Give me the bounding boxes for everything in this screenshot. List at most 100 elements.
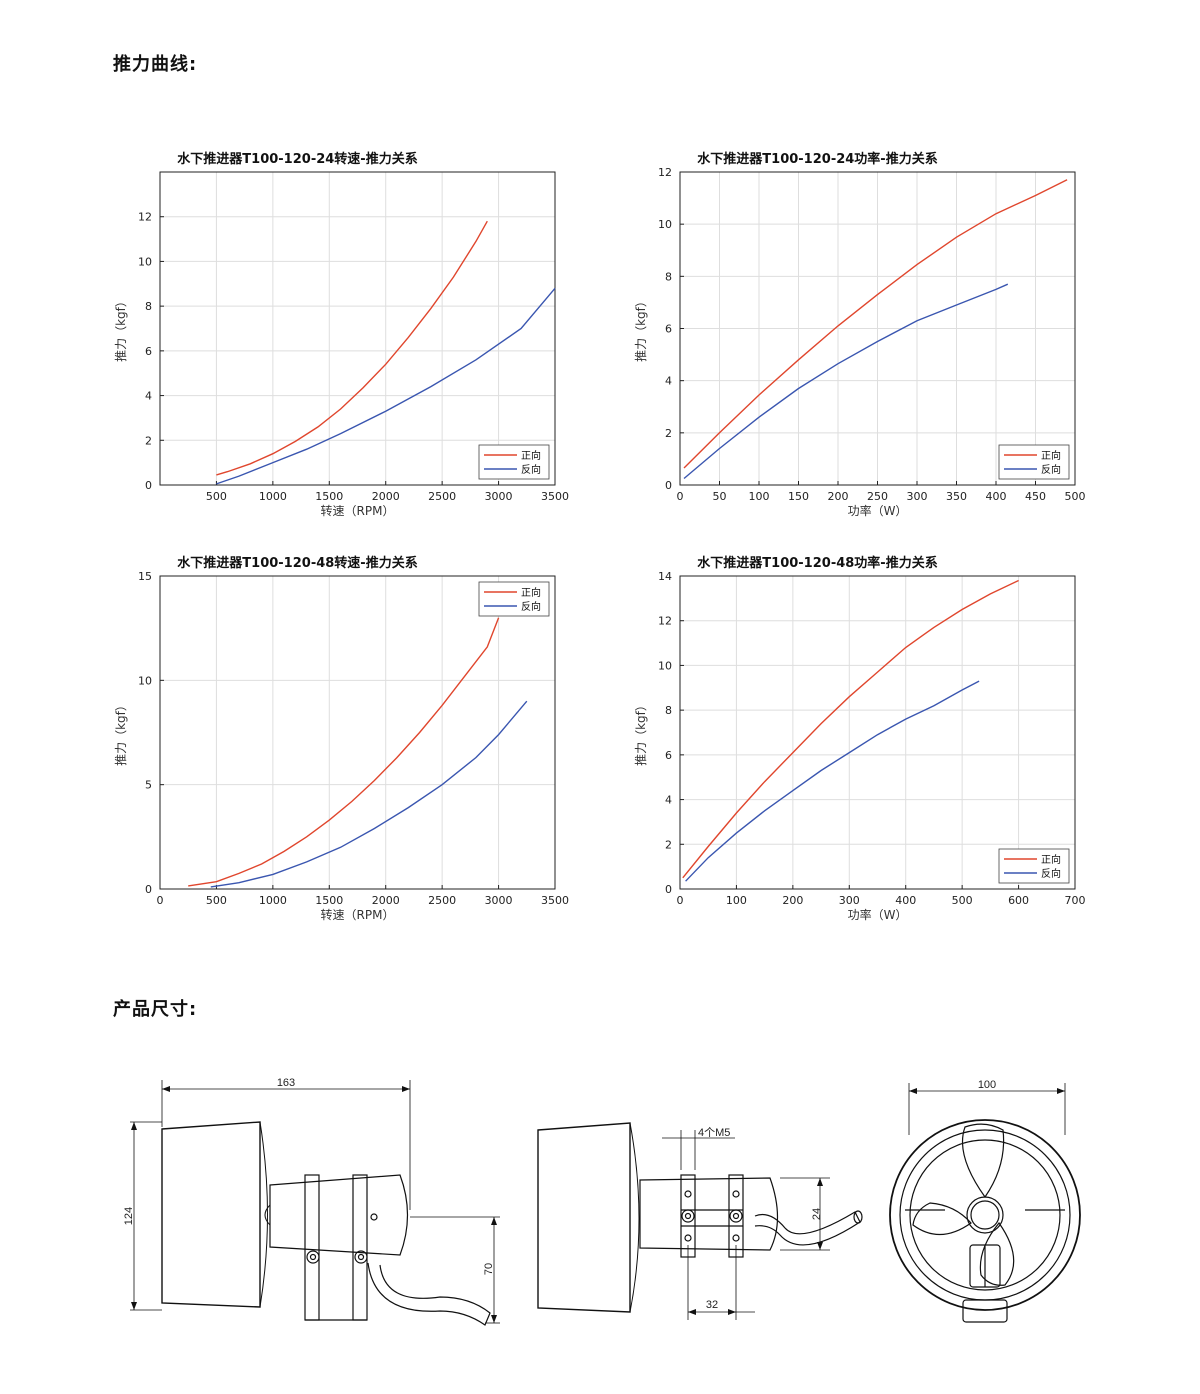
x-tick-label: 3500 bbox=[541, 894, 569, 907]
x-tick-label: 200 bbox=[782, 894, 803, 907]
x-tick-label: 250 bbox=[867, 490, 888, 503]
series-line-forward bbox=[683, 179, 1068, 469]
x-tick-label: 1500 bbox=[315, 894, 343, 907]
chart-title: 水下推进器T100-120-24功率-推力关系 bbox=[697, 151, 937, 167]
x-axis-label: 转速（RPM） bbox=[321, 907, 395, 922]
x-tick-label: 2500 bbox=[428, 894, 456, 907]
y-tick-label: 8 bbox=[145, 300, 152, 313]
x-tick-label: 3000 bbox=[485, 894, 513, 907]
dim-diameter-label: 124 bbox=[123, 1207, 135, 1225]
x-tick-label: 300 bbox=[907, 490, 928, 503]
x-tick-label: 0 bbox=[677, 490, 684, 503]
y-tick-label: 5 bbox=[145, 779, 152, 792]
dim-length-label: 163 bbox=[277, 1077, 295, 1089]
x-axis-label: 转速（RPM） bbox=[321, 503, 395, 518]
chart-title: 水下推进器T100-120-48转速-推力关系 bbox=[177, 555, 417, 571]
y-axis-label: 推力（kgf） bbox=[634, 295, 648, 362]
y-tick-label: 2 bbox=[145, 434, 152, 447]
y-tick-label: 15 bbox=[138, 570, 152, 583]
x-tick-label: 1000 bbox=[259, 894, 287, 907]
legend-label: 正向 bbox=[521, 449, 541, 462]
x-tick-label: 300 bbox=[839, 894, 860, 907]
plot-frame bbox=[679, 171, 1076, 486]
chart-t100-24-power: 水下推进器T100-120-24功率-推力关系 0 50 100 150 200 250 30… bbox=[625, 148, 1095, 533]
series-line-reverse bbox=[216, 287, 556, 485]
y-tick-label: 10 bbox=[138, 255, 152, 268]
y-tick-label: 8 bbox=[665, 270, 672, 283]
chart-canvas: 水下推进器T100-120-24转速-推力关系 500 1000 1500 2000 25… bbox=[114, 151, 569, 518]
x-tick-label: 3000 bbox=[485, 490, 513, 503]
plot-frame bbox=[159, 171, 556, 486]
x-tick-label: 200 bbox=[828, 490, 849, 503]
y-tick-label: 2 bbox=[665, 838, 672, 851]
y-tick-label: 12 bbox=[138, 211, 152, 224]
y-tick-label: 0 bbox=[665, 883, 672, 896]
legend-label: 反向 bbox=[521, 600, 541, 613]
y-tick-label: 12 bbox=[658, 615, 672, 628]
y-tick-label: 10 bbox=[658, 218, 672, 231]
legend-label: 反向 bbox=[1041, 867, 1061, 880]
chart-t100-48-rpm: 水下推进器T100-120-48转速-推力关系 0 500 1000 1500 2000 2… bbox=[105, 552, 575, 937]
x-tick-label: 0 bbox=[677, 894, 684, 907]
legend-label: 反向 bbox=[1041, 463, 1061, 476]
x-tick-label: 100 bbox=[726, 894, 747, 907]
y-tick-label: 6 bbox=[145, 345, 152, 358]
x-tick-label: 150 bbox=[788, 490, 809, 503]
legend-label: 正向 bbox=[1041, 449, 1061, 462]
x-tick-label: 500 bbox=[1065, 490, 1086, 503]
x-tick-label: 500 bbox=[206, 490, 227, 503]
plot-frame bbox=[159, 575, 556, 890]
y-tick-label: 10 bbox=[138, 674, 152, 687]
x-tick-label: 1500 bbox=[315, 490, 343, 503]
series-line-reverse bbox=[683, 283, 1009, 480]
y-tick-label: 10 bbox=[658, 659, 672, 672]
chart-title: 水下推进器T100-120-24转速-推力关系 bbox=[177, 151, 417, 167]
chart-title: 水下推进器T100-120-48功率-推力关系 bbox=[697, 555, 937, 571]
x-tick-label: 50 bbox=[713, 490, 727, 503]
y-axis-label: 推力（kgf） bbox=[114, 699, 128, 766]
x-tick-label: 700 bbox=[1065, 894, 1086, 907]
thrust-curve-heading: 推力曲线: bbox=[113, 54, 198, 75]
front-view-drawing: 100 bbox=[885, 1075, 1100, 1339]
x-tick-label: 400 bbox=[895, 894, 916, 907]
series-line-reverse bbox=[685, 680, 980, 882]
x-tick-label: 100 bbox=[749, 490, 770, 503]
y-tick-label: 12 bbox=[658, 166, 672, 179]
y-axis-label: 推力（kgf） bbox=[114, 295, 128, 362]
legend-label: 正向 bbox=[1041, 853, 1061, 866]
y-tick-label: 0 bbox=[145, 479, 152, 492]
x-axis-label: 功率（W） bbox=[848, 503, 908, 518]
chart-t100-48-power: 水下推进器T100-120-48功率-推力关系 0 100 200 300 400 500 6… bbox=[625, 552, 1095, 937]
top-view-drawing: 4个M5 24 32 bbox=[530, 1120, 870, 1329]
x-tick-label: 500 bbox=[952, 894, 973, 907]
dim-front-diameter-label: 100 bbox=[978, 1079, 996, 1091]
x-tick-label: 400 bbox=[986, 490, 1007, 503]
x-tick-label: 1000 bbox=[259, 490, 287, 503]
y-tick-label: 0 bbox=[145, 883, 152, 896]
y-tick-label: 8 bbox=[665, 704, 672, 717]
dim-height-label: 70 bbox=[483, 1263, 495, 1275]
x-tick-label: 3500 bbox=[541, 490, 569, 503]
y-tick-label: 4 bbox=[145, 390, 152, 403]
dim-spacing-label: 32 bbox=[706, 1299, 718, 1311]
legend-box bbox=[478, 444, 550, 480]
chart-t100-24-rpm: 水下推进器T100-120-24转速-推力关系 500 1000 1500 2000 25… bbox=[105, 148, 575, 533]
dim-holes-label: 4个M5 bbox=[698, 1126, 730, 1139]
x-tick-label: 2000 bbox=[372, 490, 400, 503]
dim-offset-label: 24 bbox=[811, 1208, 823, 1220]
y-tick-label: 4 bbox=[665, 794, 672, 807]
y-tick-label: 2 bbox=[665, 427, 672, 440]
y-axis-label: 推力（kgf） bbox=[634, 699, 648, 766]
y-tick-label: 4 bbox=[665, 375, 672, 388]
legend-box bbox=[478, 581, 550, 617]
y-tick-label: 0 bbox=[665, 479, 672, 492]
x-axis-label: 功率（W） bbox=[848, 907, 908, 922]
x-tick-label: 2500 bbox=[428, 490, 456, 503]
series-line-forward bbox=[188, 617, 500, 887]
